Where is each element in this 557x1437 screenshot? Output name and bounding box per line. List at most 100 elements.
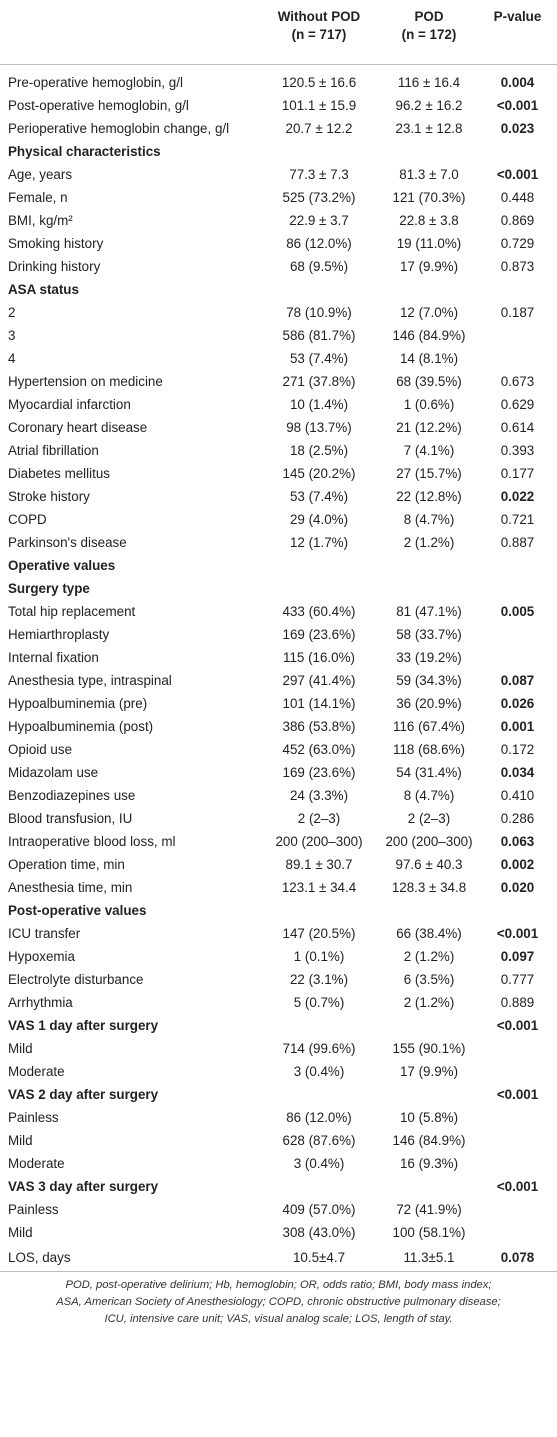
empty-cell: [478, 1037, 557, 1060]
empty-cell: [478, 554, 557, 577]
row-label: 4: [8, 350, 16, 366]
empty-cell: [478, 347, 557, 370]
cell-value: 81 (47.1%): [396, 603, 462, 619]
cell-value: 86 (12.0%): [286, 1109, 352, 1125]
cell-value: 36 (20.9%): [396, 695, 462, 711]
data-row: Atrial fibrillation 18 (2.5%) 7 (4.1%) 0.39…: [0, 439, 557, 462]
p-value: 0.673: [500, 373, 535, 389]
cell-value: 27 (15.7%): [396, 465, 462, 481]
cell-value: 22 (12.8%): [396, 488, 462, 504]
p-value: 0.286: [500, 810, 535, 826]
section-row: VAS 2 day after surgery <0.001: [0, 1083, 557, 1106]
cell-value: 21 (12.2%): [396, 419, 462, 435]
empty-cell: [478, 1198, 557, 1221]
cell-value: 96.2 ± 16.2: [395, 97, 463, 113]
data-row: 3 586 (81.7%) 146 (84.9%): [0, 324, 557, 347]
empty-cell: [380, 1175, 478, 1198]
cell-value: 22.9 ± 3.7: [289, 212, 349, 228]
data-row: Myocardial infarction 10 (1.4%) 1 (0.6%) 0.…: [0, 393, 557, 416]
cell-value: 5 (0.7%): [293, 994, 345, 1010]
p-value: 0.063: [500, 833, 535, 849]
p-value: 0.087: [500, 672, 535, 688]
row-label: Hypoalbuminemia (pre): [8, 695, 148, 711]
cell-value: 145 (20.2%): [282, 465, 356, 481]
cell-value: 23.1 ± 12.8: [395, 120, 463, 136]
empty-cell: [478, 324, 557, 347]
row-label: Physical characteristics: [8, 143, 161, 159]
data-row: Intraoperative blood loss, ml 200 (200–30…: [0, 830, 557, 853]
p-value: <0.001: [496, 1086, 539, 1102]
empty-cell: [380, 1014, 478, 1037]
empty-cell: [478, 1221, 557, 1244]
row-label: Operative values: [8, 557, 116, 573]
data-row: COPD 29 (4.0%) 8 (4.7%) 0.721: [0, 508, 557, 531]
cell-value: 2 (1.2%): [403, 948, 455, 964]
data-row: Painless 409 (57.0%) 72 (41.9%): [0, 1198, 557, 1221]
footnote-line: ICU, intensive care unit; VAS, visual an…: [104, 1312, 453, 1325]
row-label: Benzodiazepines use: [8, 787, 136, 803]
data-row: Drinking history 68 (9.5%) 17 (9.9%) 0.873: [0, 255, 557, 278]
cell-value: 17 (9.9%): [399, 1063, 459, 1079]
row-label: Anesthesia time, min: [8, 879, 133, 895]
row-label: Hypertension on medicine: [8, 373, 163, 389]
cell-value: 22 (3.1%): [289, 971, 349, 987]
empty-cell: [478, 577, 557, 600]
data-row: Parkinson's disease 12 (1.7%) 2 (1.2%) 0.88…: [0, 531, 557, 554]
cell-value: 66 (38.4%): [396, 925, 462, 941]
data-row: Hemiarthroplasty 169 (23.6%) 58 (33.7%): [0, 623, 557, 646]
row-label: Intraoperative blood loss, ml: [8, 833, 176, 849]
cell-value: 115 (16.0%): [283, 649, 355, 665]
cell-value: 297 (41.4%): [282, 672, 356, 688]
cell-value: 68 (9.5%): [289, 258, 349, 274]
cell-value: 53 (7.4%): [289, 350, 349, 366]
cell-value: 12 (7.0%): [399, 304, 459, 320]
empty-cell: [258, 278, 380, 301]
row-label: ICU transfer: [8, 925, 81, 941]
p-value: 0.721: [500, 511, 535, 527]
cell-value: 19 (11.0%): [396, 235, 462, 251]
data-row: Moderate 3 (0.4%) 17 (9.9%): [0, 1060, 557, 1083]
cell-value: 146 (84.9%): [392, 327, 466, 343]
cell-value: 8 (4.7%): [403, 787, 455, 803]
cell-value: 86 (12.0%): [286, 235, 352, 251]
empty-cell: [258, 1014, 380, 1037]
data-row: 2 78 (10.9%) 12 (7.0%) 0.187: [0, 301, 557, 324]
p-value: <0.001: [496, 1178, 539, 1194]
data-row: Perioperative hemoglobin change, g/l 20.7…: [0, 117, 557, 140]
cell-value: 169 (23.6%): [282, 764, 356, 780]
cell-value: 118 (68.6%): [393, 741, 465, 757]
cell-value: 22.8 ± 3.8: [399, 212, 459, 228]
section-row: VAS 1 day after surgery <0.001: [0, 1014, 557, 1037]
empty-cell: [380, 899, 478, 922]
cell-value: 78 (10.9%): [286, 304, 352, 320]
cell-value: 89.1 ± 30.7: [285, 856, 353, 872]
cell-value: 33 (19.2%): [396, 649, 462, 665]
cell-value: 409 (57.0%): [282, 1201, 356, 1217]
row-label: Perioperative hemoglobin change, g/l: [8, 120, 230, 136]
cell-value: 58 (33.7%): [396, 626, 462, 642]
header-text: (n = 172): [401, 27, 457, 42]
data-row: Mild 628 (87.6%) 146 (84.9%): [0, 1129, 557, 1152]
row-label: Drinking history: [8, 258, 101, 274]
data-row: Anesthesia time, min 123.1 ± 34.4 128.3 ± …: [0, 876, 557, 899]
data-row: Operation time, min 89.1 ± 30.7 97.6 ± 40.…: [0, 853, 557, 876]
empty-cell: [258, 554, 380, 577]
cell-value: 2 (2–3): [297, 810, 341, 826]
header-text: P-value: [493, 9, 542, 24]
row-label: Surgery type: [8, 580, 90, 596]
cell-value: 54 (31.4%): [396, 764, 462, 780]
cell-value: 116 (67.4%): [393, 718, 465, 734]
header-cell: POD (n = 172): [380, 0, 478, 65]
header-cell: P-value: [478, 0, 557, 65]
p-value: 0.034: [500, 764, 535, 780]
p-value: 0.001: [500, 718, 535, 734]
p-value: <0.001: [496, 925, 539, 941]
row-label: Mild: [8, 1040, 33, 1056]
p-value: 0.177: [500, 465, 535, 481]
data-row: Electrolyte disturbance 22 (3.1%) 6 (3.5%)…: [0, 968, 557, 991]
p-value: 0.889: [500, 994, 535, 1010]
cell-value: 146 (84.9%): [392, 1132, 466, 1148]
data-table: Without POD (n = 717) POD (n = 172) P-valu…: [0, 0, 557, 1272]
row-label: COPD: [8, 511, 47, 527]
